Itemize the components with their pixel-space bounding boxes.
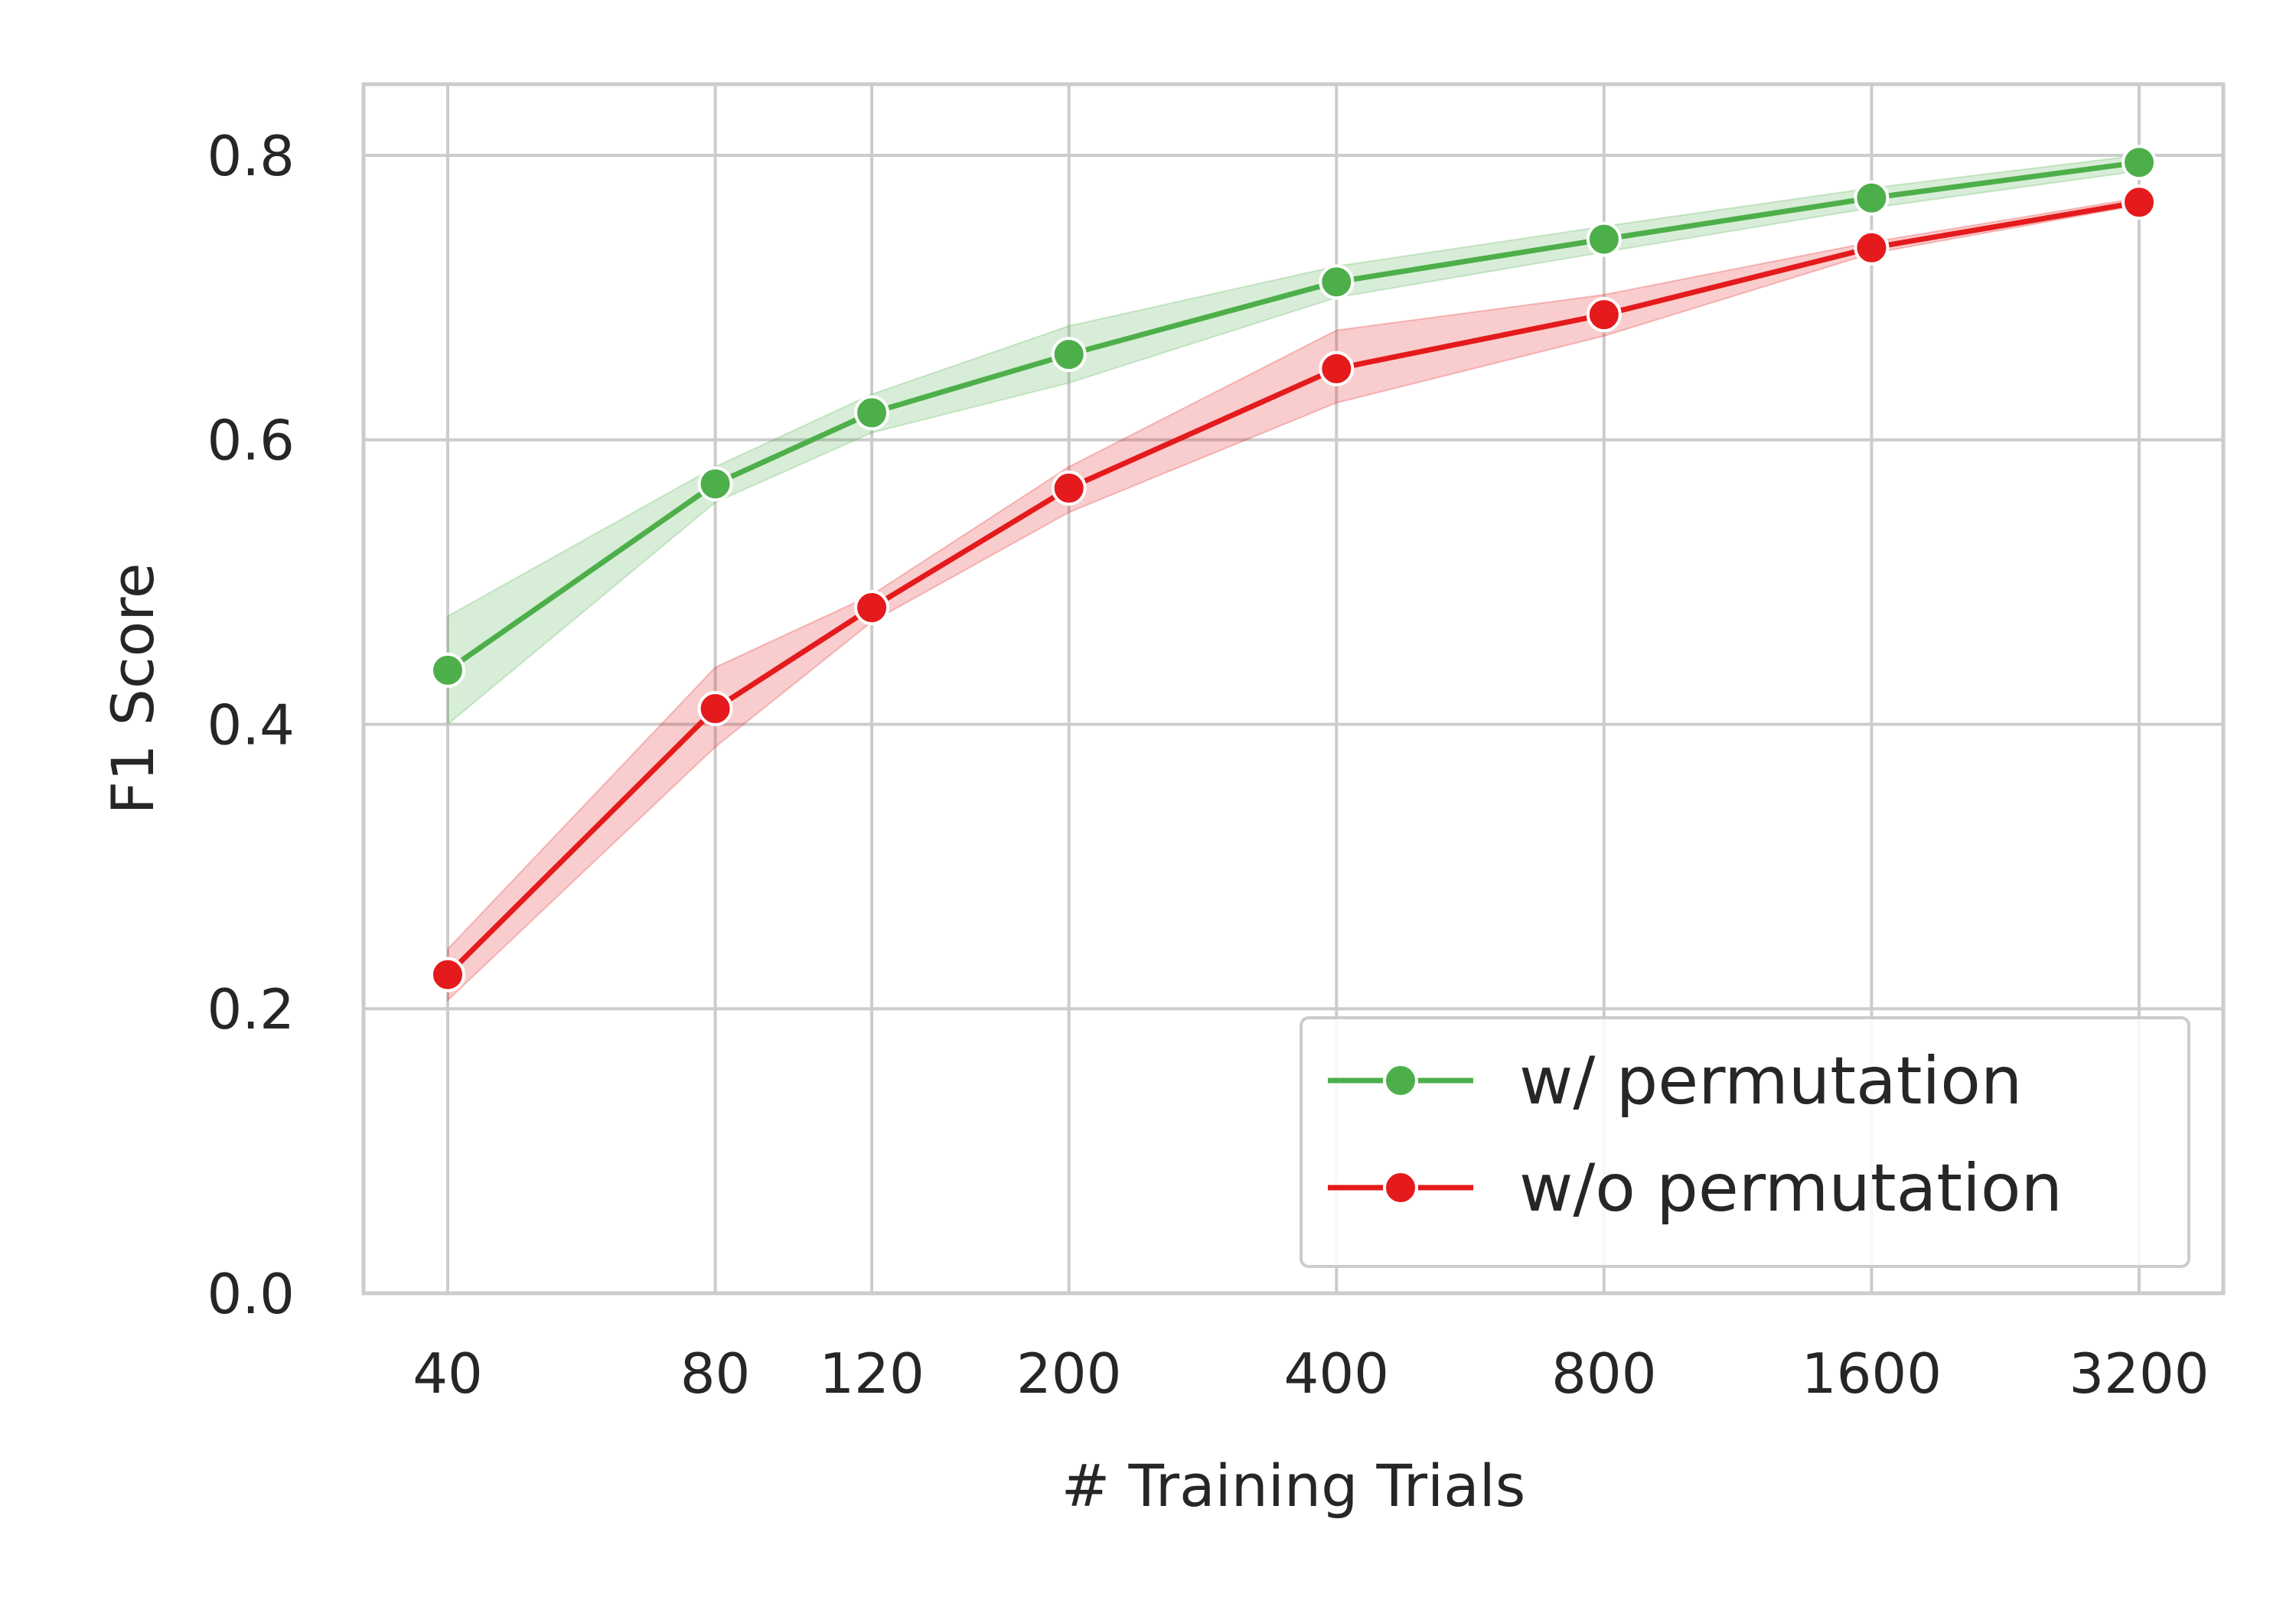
x-tick-label: 200 xyxy=(1016,1341,1121,1406)
x-tick-label: 400 xyxy=(1284,1341,1389,1406)
data-point xyxy=(430,957,465,993)
data-point xyxy=(2122,184,2157,220)
data-point xyxy=(1854,230,1890,266)
x-tick-label: 1600 xyxy=(1802,1341,1942,1406)
legend-label: w/ permutation xyxy=(1519,1043,2022,1120)
y-axis-title: F1 Score xyxy=(99,562,167,814)
y-tick-label: 0.8 xyxy=(207,124,295,188)
data-point xyxy=(1051,470,1087,506)
series-lines xyxy=(445,159,2140,977)
legend-label: w/o permutation xyxy=(1519,1150,2063,1227)
series-points xyxy=(430,145,2157,993)
x-tick-label: 40 xyxy=(413,1341,483,1406)
data-point xyxy=(2122,145,2157,181)
x-axis-title: # Training Trials xyxy=(1062,1452,1526,1520)
legend: w/ permutation w/o permutation xyxy=(1300,1016,2190,1268)
data-point xyxy=(1586,221,1622,257)
data-point xyxy=(854,395,890,431)
x-tick-label: 80 xyxy=(680,1341,751,1406)
x-tick-label: 800 xyxy=(1551,1341,1656,1406)
data-point xyxy=(1586,297,1622,333)
y-tick-label: 0.2 xyxy=(207,977,295,1041)
legend-marker xyxy=(1383,1170,1418,1205)
data-point xyxy=(1854,180,1890,216)
y-tick-label: 0.6 xyxy=(207,409,295,473)
data-point xyxy=(1319,264,1355,300)
data-point xyxy=(854,590,890,626)
series-line-0 xyxy=(445,159,2140,673)
legend-box xyxy=(1300,1016,2190,1268)
data-point xyxy=(1051,337,1087,373)
data-point xyxy=(430,652,465,688)
tick-labels: 40 80 120 200 400 800 1600 3200 0.0 0.2 0.4 0.6 0.8 xyxy=(207,124,2209,1406)
y-tick-label: 0.0 xyxy=(207,1262,295,1326)
data-point xyxy=(697,466,733,502)
data-point xyxy=(1319,350,1355,386)
plot-frame xyxy=(361,82,2226,1296)
x-tick-label: 120 xyxy=(819,1341,924,1406)
data-point xyxy=(697,691,733,727)
legend-marker xyxy=(1383,1063,1418,1098)
series-line-1 xyxy=(445,199,2140,977)
y-tick-label: 0.4 xyxy=(207,693,295,757)
x-tick-label: 3200 xyxy=(2069,1341,2209,1406)
